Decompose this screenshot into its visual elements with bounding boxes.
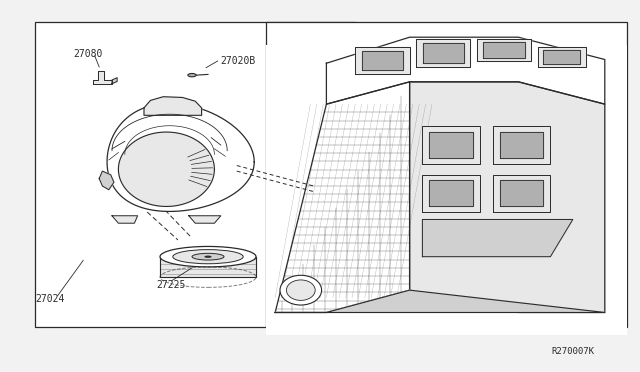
Polygon shape — [422, 175, 480, 212]
Polygon shape — [483, 42, 525, 58]
Polygon shape — [112, 216, 138, 223]
Ellipse shape — [287, 280, 315, 301]
Polygon shape — [543, 49, 580, 64]
Polygon shape — [160, 257, 256, 277]
Ellipse shape — [160, 247, 256, 267]
Polygon shape — [429, 132, 473, 158]
Polygon shape — [112, 78, 117, 84]
Ellipse shape — [280, 275, 321, 305]
Polygon shape — [538, 46, 586, 67]
Text: 27020B: 27020B — [221, 57, 256, 66]
Polygon shape — [410, 82, 605, 312]
Polygon shape — [500, 132, 543, 158]
Text: 27024: 27024 — [35, 295, 65, 304]
Polygon shape — [355, 46, 410, 74]
Text: 27225: 27225 — [157, 280, 186, 289]
Text: R270007K: R270007K — [551, 347, 595, 356]
Polygon shape — [500, 180, 543, 206]
Polygon shape — [477, 39, 531, 61]
Text: 27080: 27080 — [74, 49, 103, 59]
Ellipse shape — [192, 253, 224, 260]
Ellipse shape — [205, 256, 211, 257]
Bar — [35, 22, 355, 327]
Polygon shape — [118, 132, 214, 206]
Polygon shape — [416, 39, 470, 67]
Bar — [266, 22, 627, 327]
Polygon shape — [326, 37, 605, 104]
Ellipse shape — [188, 74, 196, 77]
Polygon shape — [144, 97, 202, 115]
Polygon shape — [493, 175, 550, 212]
Polygon shape — [275, 82, 410, 312]
Polygon shape — [493, 126, 550, 164]
Polygon shape — [429, 180, 473, 206]
Polygon shape — [422, 43, 464, 63]
Ellipse shape — [173, 250, 243, 264]
Polygon shape — [362, 51, 403, 70]
Polygon shape — [422, 126, 480, 164]
Bar — [266, 45, 627, 335]
Polygon shape — [422, 219, 573, 257]
Polygon shape — [99, 171, 114, 190]
Polygon shape — [189, 216, 221, 223]
Polygon shape — [275, 290, 605, 312]
Polygon shape — [107, 103, 254, 211]
Polygon shape — [93, 71, 112, 84]
